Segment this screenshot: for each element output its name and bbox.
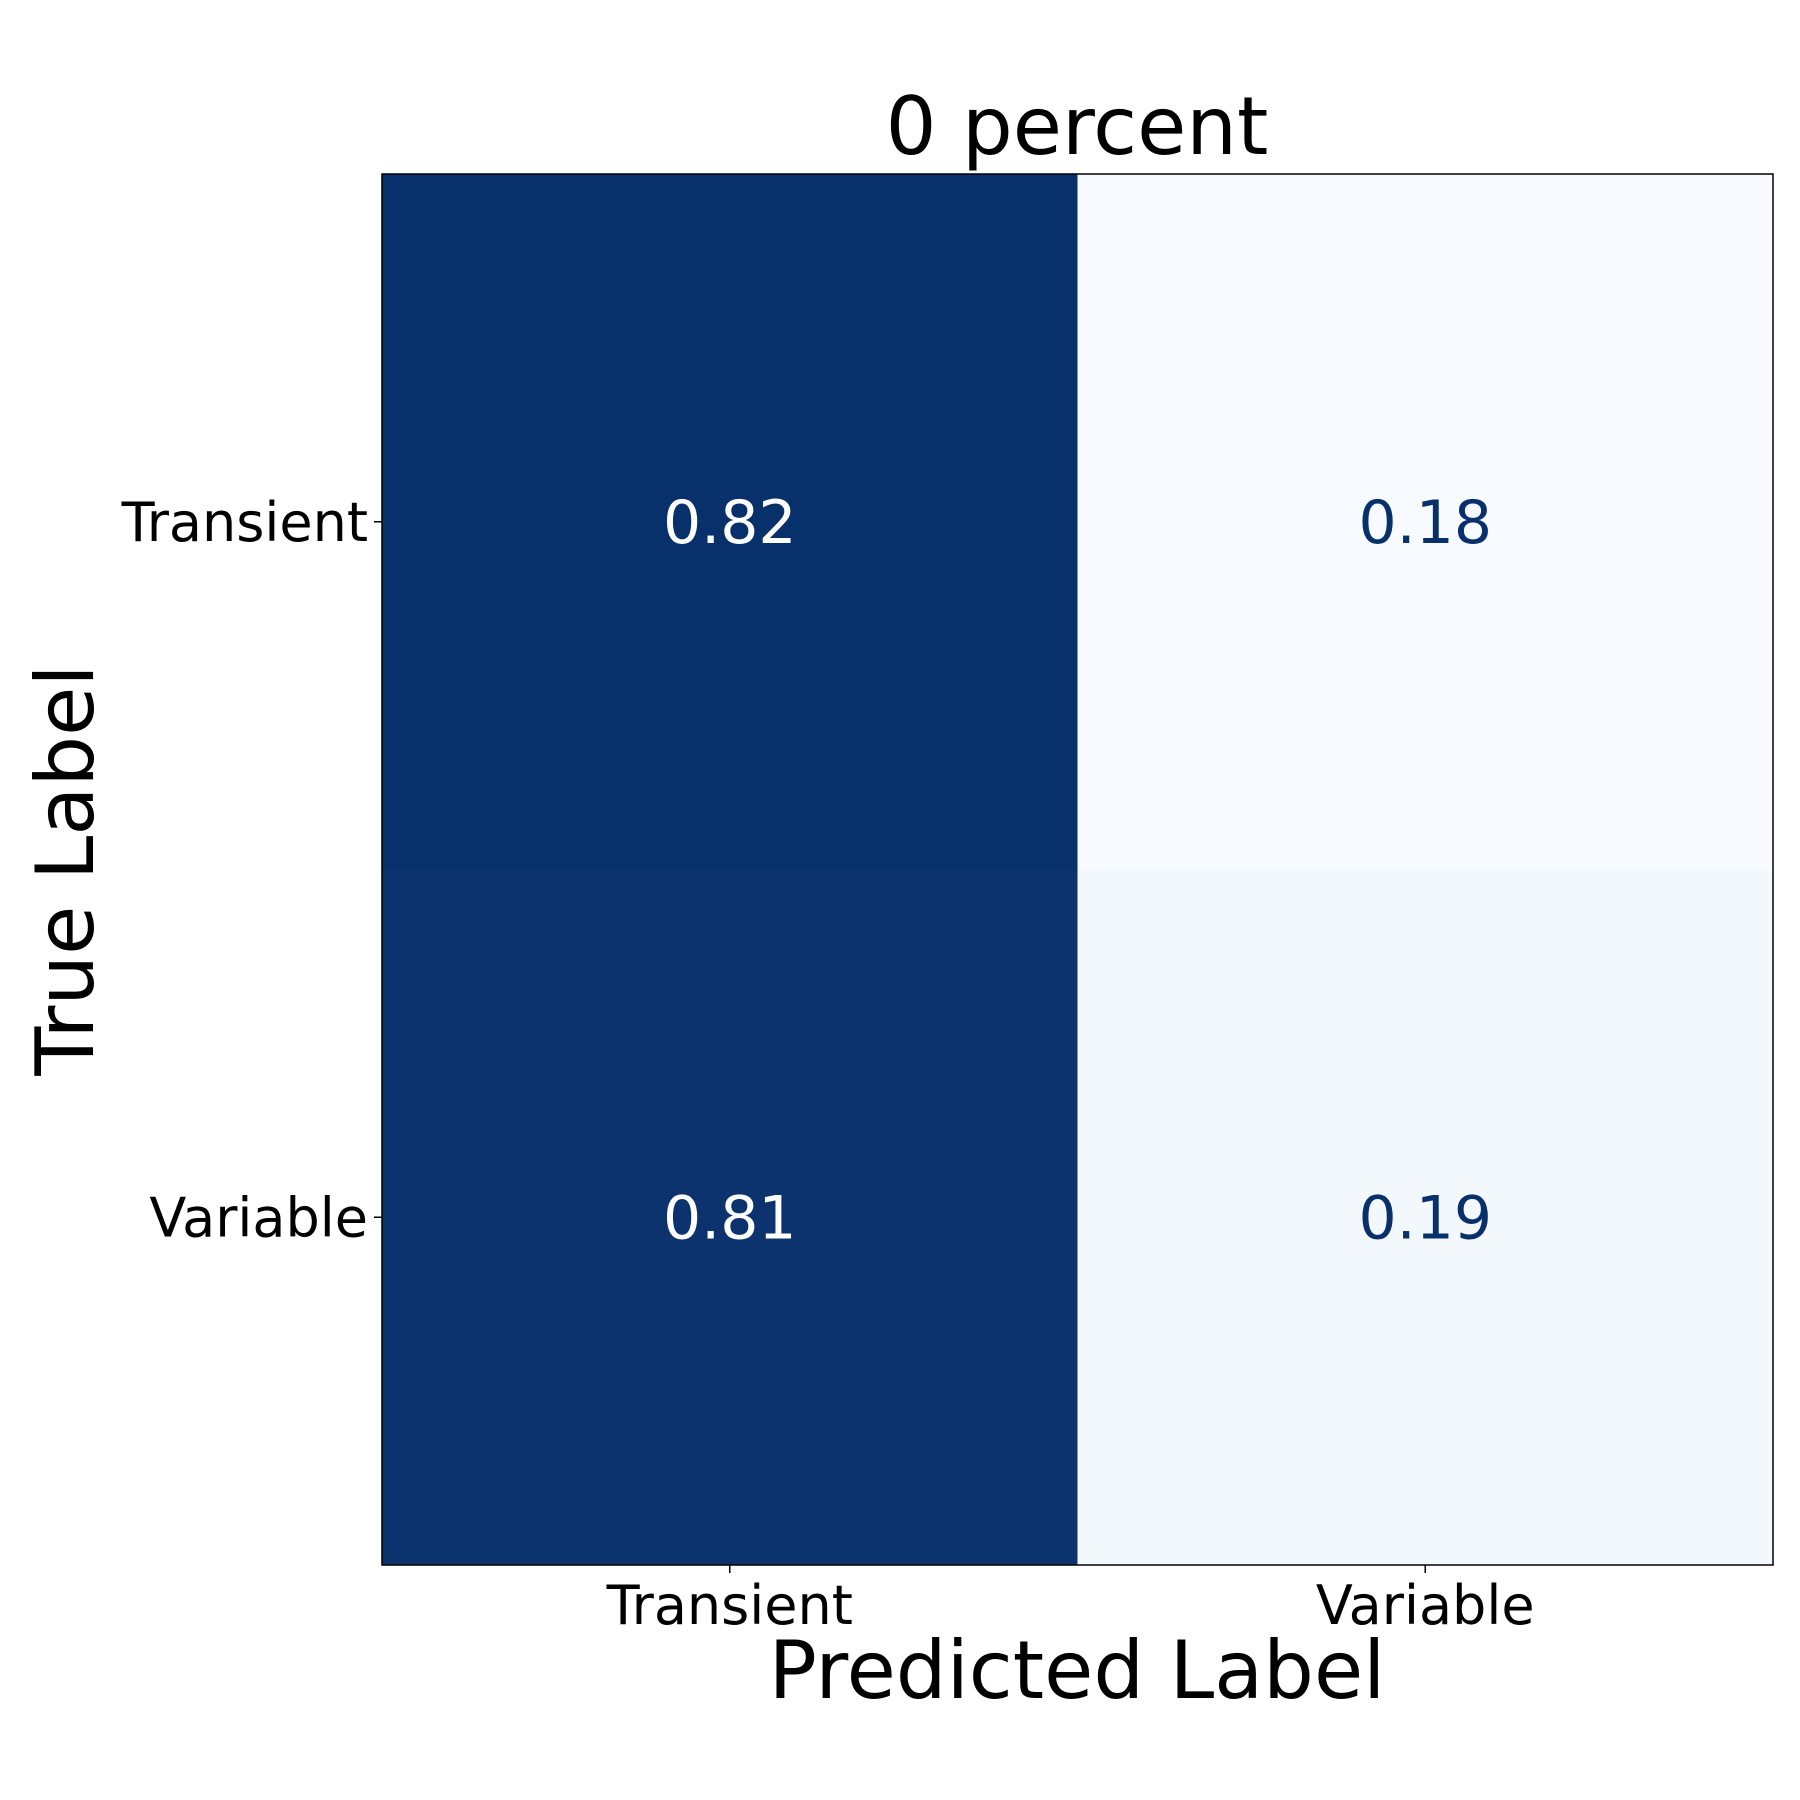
y-axis-ticks: Transient Variable [121,491,382,1249]
cell-value-label-r0-c0: 0.82 [663,488,797,558]
plot-frame [381,173,1774,1566]
cell-value-label-r1-c1: 0.19 [1358,1183,1492,1253]
heatmap-cell-labels: 0.82 0.18 0.81 0.19 [663,488,1492,1254]
heatmap-cell-r0-c1 [1077,174,1773,870]
x-tick-label-0: Transient [606,1574,853,1637]
heatmap-cell-r1-c1 [1077,869,1773,1565]
x-axis-label: Predicted Label [769,1624,1386,1717]
x-tick-label-1: Variable [1316,1574,1535,1637]
heatmap-cell-r0-c0 [382,174,1078,870]
heatmap-cell-r1-c0 [382,869,1078,1565]
y-tick-label-0: Transient [121,491,368,554]
chart-title: 0 percent [886,80,1269,173]
y-tick-label-1: Variable [149,1186,368,1249]
heatmap-cells [382,174,1773,1565]
cell-value-label-r1-c0: 0.81 [663,1183,797,1253]
cell-value-label-r0-c1: 0.18 [1358,488,1492,558]
y-axis-label: True Label [19,664,112,1076]
x-axis-ticks: Transient Variable [606,1565,1535,1637]
